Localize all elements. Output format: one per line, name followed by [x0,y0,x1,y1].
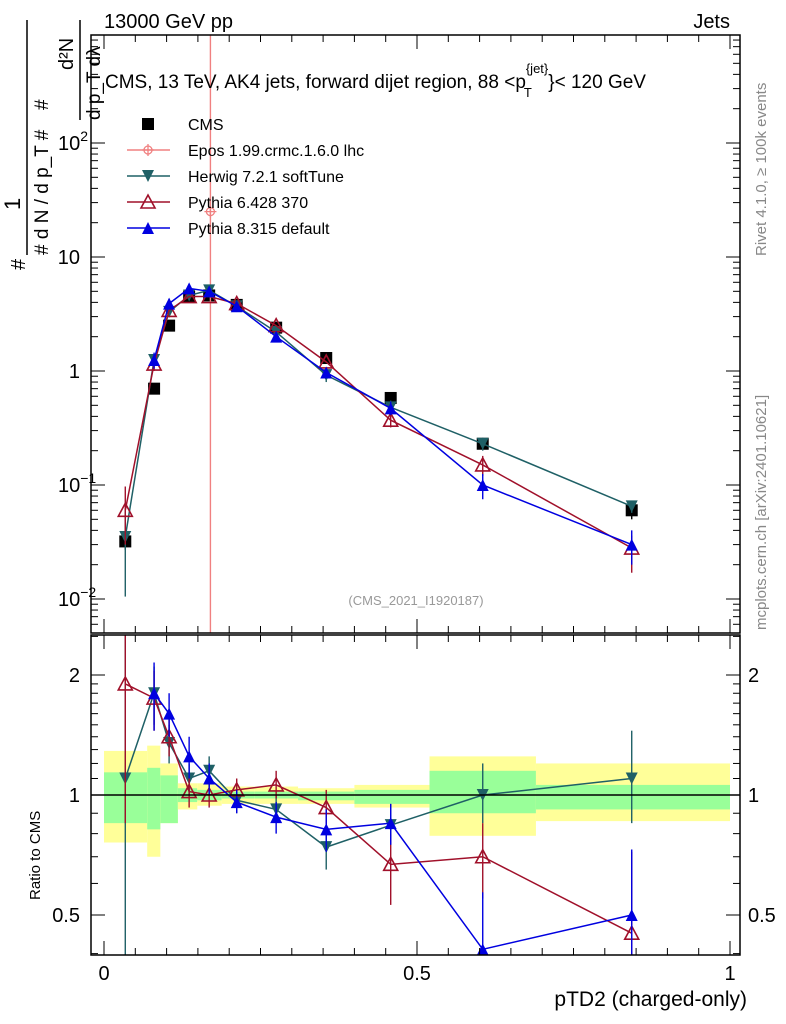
y-axis-label: # 1 # d N / d p_T # # d²N d p_T dλ [0,20,105,270]
marker-open-triangle [160,728,178,744]
series-line [153,692,632,951]
y-tick-label: 102 [58,128,88,155]
marker-triangle [384,402,397,415]
green-band [160,775,178,824]
mcplots-credit: mcplots.cern.ch [arXiv:2401.10621] [753,395,770,630]
marker-open-triangle [382,411,400,428]
marker-triangle [203,285,216,298]
marker-triangle [230,300,243,313]
svg-text:# d N / d p_T #: # d N / d p_T # [32,129,53,255]
analysis-id: (CMS_2021_I1920187) [348,593,483,608]
main-series-cms [119,289,638,550]
x-tick-label: 0.5 [403,963,431,985]
ratio-uncertainty-bands [104,745,730,857]
svg-text:d p_T dλ: d p_T dλ [84,46,105,120]
energy-label: 13000 GeV pp [104,11,233,33]
plot-title: CMS, 13 TeV, AK4 jets, forward dijet reg… [105,61,646,100]
main-series-herwig-7-2-1-softtune [119,284,638,597]
legend-label: Pythia 6.428 370 [188,195,308,212]
main-series-pythia-6-428-370 [116,287,641,573]
main-plot-frame [90,34,741,634]
ratio-y-tick-label-right: 0.5 [748,905,776,927]
legend-label: CMS [188,117,224,134]
chart-marks [116,35,641,956]
marker-open-triangle [116,501,134,518]
legend-label: Herwig 7.2.1 softTune [188,169,344,186]
marker-open-triangle [139,193,157,209]
y-tick-label: 10 [58,247,80,269]
legend: CMS Epos 1.99.crmc.1.6.0 lhc Herwig 7.2.1 … [127,117,364,238]
marker-open-cross-circle [204,205,217,218]
marker-triangle [148,687,161,700]
marker-triangle [476,479,489,491]
marker-square [142,118,154,130]
marker-triangle [148,353,161,366]
series-line [153,287,632,546]
green-band [354,789,430,804]
marker-down-triangle [625,772,638,785]
marker-triangle [203,772,216,785]
category-label: Jets [693,11,730,33]
marker-triangle [270,811,283,824]
svg-text:d²N: d²N [56,38,78,70]
svg-text:#: # [32,99,53,110]
marker-triangle [163,297,176,310]
series-line [124,289,633,538]
marker-triangle [230,796,243,809]
main-series-pythia-8-315-default [148,282,638,565]
ratio-y-tick-label-right: 1 [748,785,759,807]
svg-text:1: 1 [0,198,25,210]
marker-square [384,391,397,404]
marker-open-triangle [160,301,178,318]
marker-square [148,382,161,395]
marker-cross [204,205,217,218]
svg-text:#: # [8,258,30,270]
marker-triangle [625,908,638,921]
y-tick-label: 1 [69,361,80,383]
marker-triangle [625,538,638,551]
marker-open-triangle [116,675,134,691]
marker-open-triangle [180,287,198,304]
marker-open-triangle [474,456,492,472]
marker-triangle [163,707,176,720]
ratio-series-pythia-8-315-default [148,662,638,956]
marker-triangle [384,817,397,830]
legend-label: Epos 1.99.crmc.1.6.0 lhc [188,143,364,160]
marker-open-triangle [267,776,285,792]
x-tick-label: 1 [724,963,735,985]
ratio-y-tick-label-right: 2 [748,665,759,687]
marker-open-triangle [180,782,198,799]
marker-triangle [320,366,333,379]
x-axis-label: pTD2 (charged-only) [554,988,747,1011]
marker-down-triangle [142,170,154,182]
marker-triangle [476,943,489,956]
marker-open-triangle [474,848,492,864]
rivet-version: Rivet 4.1.0, ≥ 100k events [753,83,770,256]
marker-triangle [270,330,283,343]
ratio-y-tick-label: 2 [69,665,80,687]
series-line [124,295,633,549]
marker-triangle [183,282,196,295]
marker-open-cross-circle [142,144,154,156]
main-series-epos-1-99-crmc-1-6-0-lhc [204,35,217,633]
marker-cross [142,144,154,156]
green-band [535,784,730,810]
marker-triangle [142,222,154,234]
marker-open-triangle [382,855,400,872]
marker-triangle [183,750,196,763]
marker-down-triangle [476,437,489,450]
x-tick-label: 0 [98,963,109,985]
legend-label: Pythia 8.315 default [188,221,330,238]
ratio-axis-label: Ratio to CMS [27,811,44,900]
green-band [147,767,161,830]
ratio-y-tick-label: 1 [69,785,80,807]
marker-down-triangle [625,500,638,513]
marker-triangle [320,823,333,836]
ratio-y-tick-label: 0.5 [52,905,80,927]
